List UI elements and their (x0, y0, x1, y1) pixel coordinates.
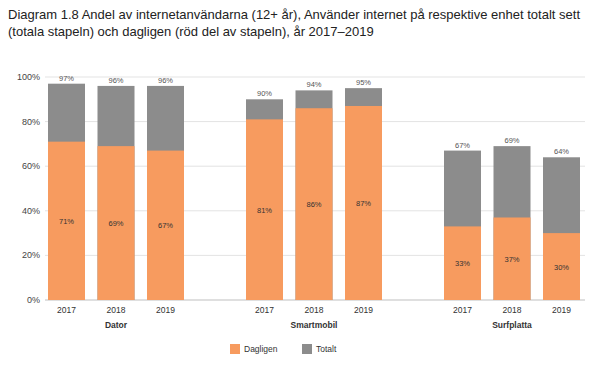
y-tick-label: 0% (27, 295, 40, 305)
chart-title: Diagram 1.8 Andel av internetanvändarna … (8, 6, 583, 40)
data-label: 95% (356, 78, 371, 87)
data-label: 67% (158, 221, 173, 230)
data-labels: 71% 69% 67% 81% 86% 87% 33% 37% 30% 97% 96% 96% 90% 9… (59, 74, 569, 272)
bar (147, 86, 184, 300)
data-label: 64% (554, 147, 569, 156)
data-label: 37% (504, 255, 519, 264)
x-tick-label: 2019 (156, 305, 175, 315)
y-tick-label: 40% (22, 206, 40, 216)
x-tick-label: 2019 (552, 305, 571, 315)
legend-swatch (230, 344, 240, 354)
bars (48, 84, 580, 300)
data-label: 90% (257, 89, 272, 98)
bar (444, 151, 481, 300)
x-tick-label: 2017 (453, 305, 472, 315)
data-label: 30% (554, 263, 569, 272)
bar (147, 151, 184, 300)
group-label: Surfplatta (492, 320, 532, 330)
bar (98, 86, 135, 300)
bar (296, 90, 333, 300)
x-tick-label: 2017 (57, 305, 76, 315)
legend: Dagligen Totalt (230, 344, 337, 354)
data-label: 71% (59, 217, 74, 226)
data-label: 94% (306, 80, 321, 89)
x-tick-label: 2017 (255, 305, 274, 315)
legend-swatch (302, 344, 312, 354)
chart-canvas: 0% 20% 40% 60% 80% 100% 71% 69% 67% 81% 86% 87% 33% 3… (0, 0, 594, 375)
bar (494, 146, 531, 300)
data-label: 96% (158, 76, 173, 85)
bar (345, 106, 382, 300)
x-tick-label: 2019 (354, 305, 373, 315)
bar (246, 99, 283, 300)
bar (444, 226, 481, 300)
bar (48, 142, 85, 300)
bar (543, 157, 580, 300)
y-tick-label: 20% (22, 250, 40, 260)
y-tick-label: 100% (17, 72, 40, 82)
data-label: 67% (455, 141, 470, 150)
data-label: 33% (455, 259, 470, 268)
bar (246, 119, 283, 300)
y-tick-label: 60% (22, 161, 40, 171)
data-label: 96% (108, 76, 123, 85)
legend-label: Dagligen (244, 344, 278, 354)
data-label: 97% (59, 74, 74, 83)
data-label: 87% (356, 199, 371, 208)
group-label: Smartmobil (291, 320, 338, 330)
bar (98, 146, 135, 300)
bar (296, 108, 333, 300)
x-tick-label: 2018 (305, 305, 324, 315)
data-label: 69% (504, 136, 519, 145)
y-tick-label: 80% (22, 117, 40, 127)
bar (345, 88, 382, 300)
bar (543, 233, 580, 300)
bar (48, 84, 85, 300)
grid-line (45, 77, 585, 78)
x-tick-label: 2018 (107, 305, 126, 315)
legend-label: Totalt (316, 344, 337, 354)
bar (494, 217, 531, 300)
x-tick-label: 2018 (503, 305, 522, 315)
group-label: Dator (105, 320, 128, 330)
data-label: 81% (257, 206, 272, 215)
data-label: 69% (108, 219, 123, 228)
data-label: 86% (306, 200, 321, 209)
